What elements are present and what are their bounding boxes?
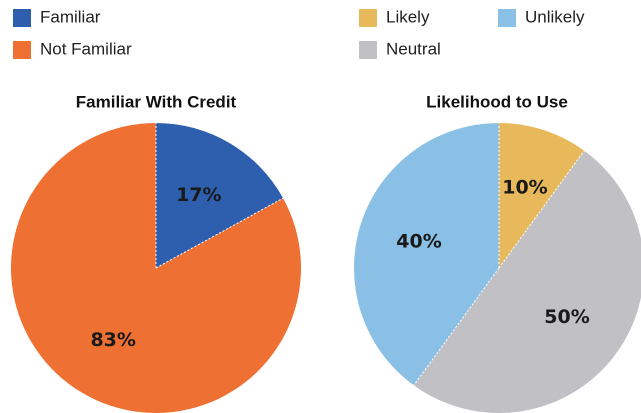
value-label: 10% <box>502 177 547 199</box>
slice-separator <box>498 150 585 269</box>
slice-separator <box>155 197 284 269</box>
legend-label: Neutral <box>386 39 441 58</box>
legend-label: Likely <box>386 7 430 26</box>
value-label: 40% <box>396 231 441 253</box>
pie-slice <box>499 123 585 268</box>
legend-label: Unlikely <box>525 7 585 26</box>
legend-swatch <box>13 41 31 59</box>
pie-slice <box>156 123 284 268</box>
value-label: 83% <box>90 329 135 351</box>
legend-label: Not Familiar <box>40 39 132 58</box>
value-label: 50% <box>544 306 589 328</box>
legend-swatch <box>359 41 377 59</box>
legend-label: Familiar <box>40 7 101 26</box>
chart-title: Familiar With Credit <box>76 92 237 111</box>
pie-slice <box>413 150 641 413</box>
legend-swatch <box>498 9 516 27</box>
slice-separator <box>413 267 500 386</box>
legend-swatch <box>13 9 31 27</box>
pie-slice <box>354 123 499 386</box>
value-label: 17% <box>176 184 221 206</box>
legend-swatch <box>359 9 377 27</box>
chart-title: Likelihood to Use <box>426 92 568 111</box>
